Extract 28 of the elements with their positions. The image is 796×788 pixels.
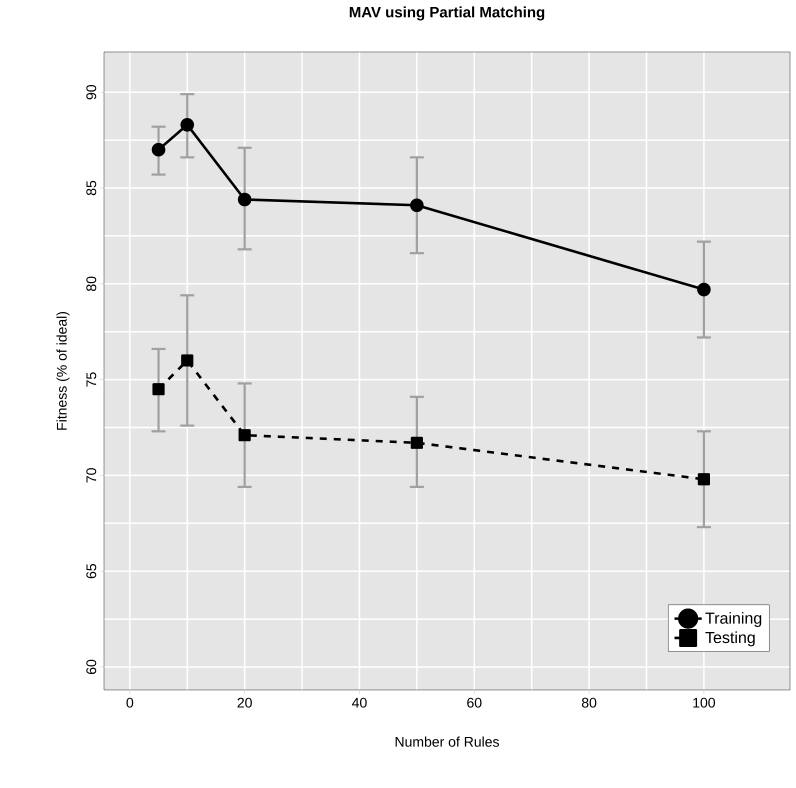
y-tick-label: 60: [86, 660, 96, 674]
chart-title: MAV using Partial Matching: [350, 6, 544, 20]
x-tick-label: 40: [352, 698, 367, 708]
x-tick-label: 80: [582, 698, 596, 708]
legend-label: Testing: [705, 631, 755, 646]
point: [152, 383, 165, 396]
point: [238, 192, 252, 206]
point: [698, 473, 710, 486]
legend-label: Training: [705, 612, 762, 628]
point: [410, 198, 424, 212]
x-tick-label: 20: [238, 698, 252, 708]
point: [697, 282, 711, 296]
point: [181, 354, 194, 367]
x-tick-label: 60: [467, 698, 482, 708]
y-tick-label: 75: [86, 372, 96, 387]
point: [238, 429, 251, 442]
x-tick-label: 0: [126, 698, 134, 708]
point: [180, 118, 194, 132]
y-tick-label: 85: [86, 180, 96, 196]
y-tick-label: 90: [86, 84, 96, 100]
y-tick-label: 80: [86, 276, 96, 291]
point: [152, 142, 166, 156]
y-axis-title: Fitness (% of ideal): [56, 312, 70, 430]
y-tick-label: 65: [86, 564, 96, 578]
point: [410, 436, 423, 449]
x-tick-label: 100: [693, 698, 716, 708]
y-tick-label: 70: [86, 468, 96, 482]
x-axis-title: Number of Rules: [396, 736, 499, 747]
